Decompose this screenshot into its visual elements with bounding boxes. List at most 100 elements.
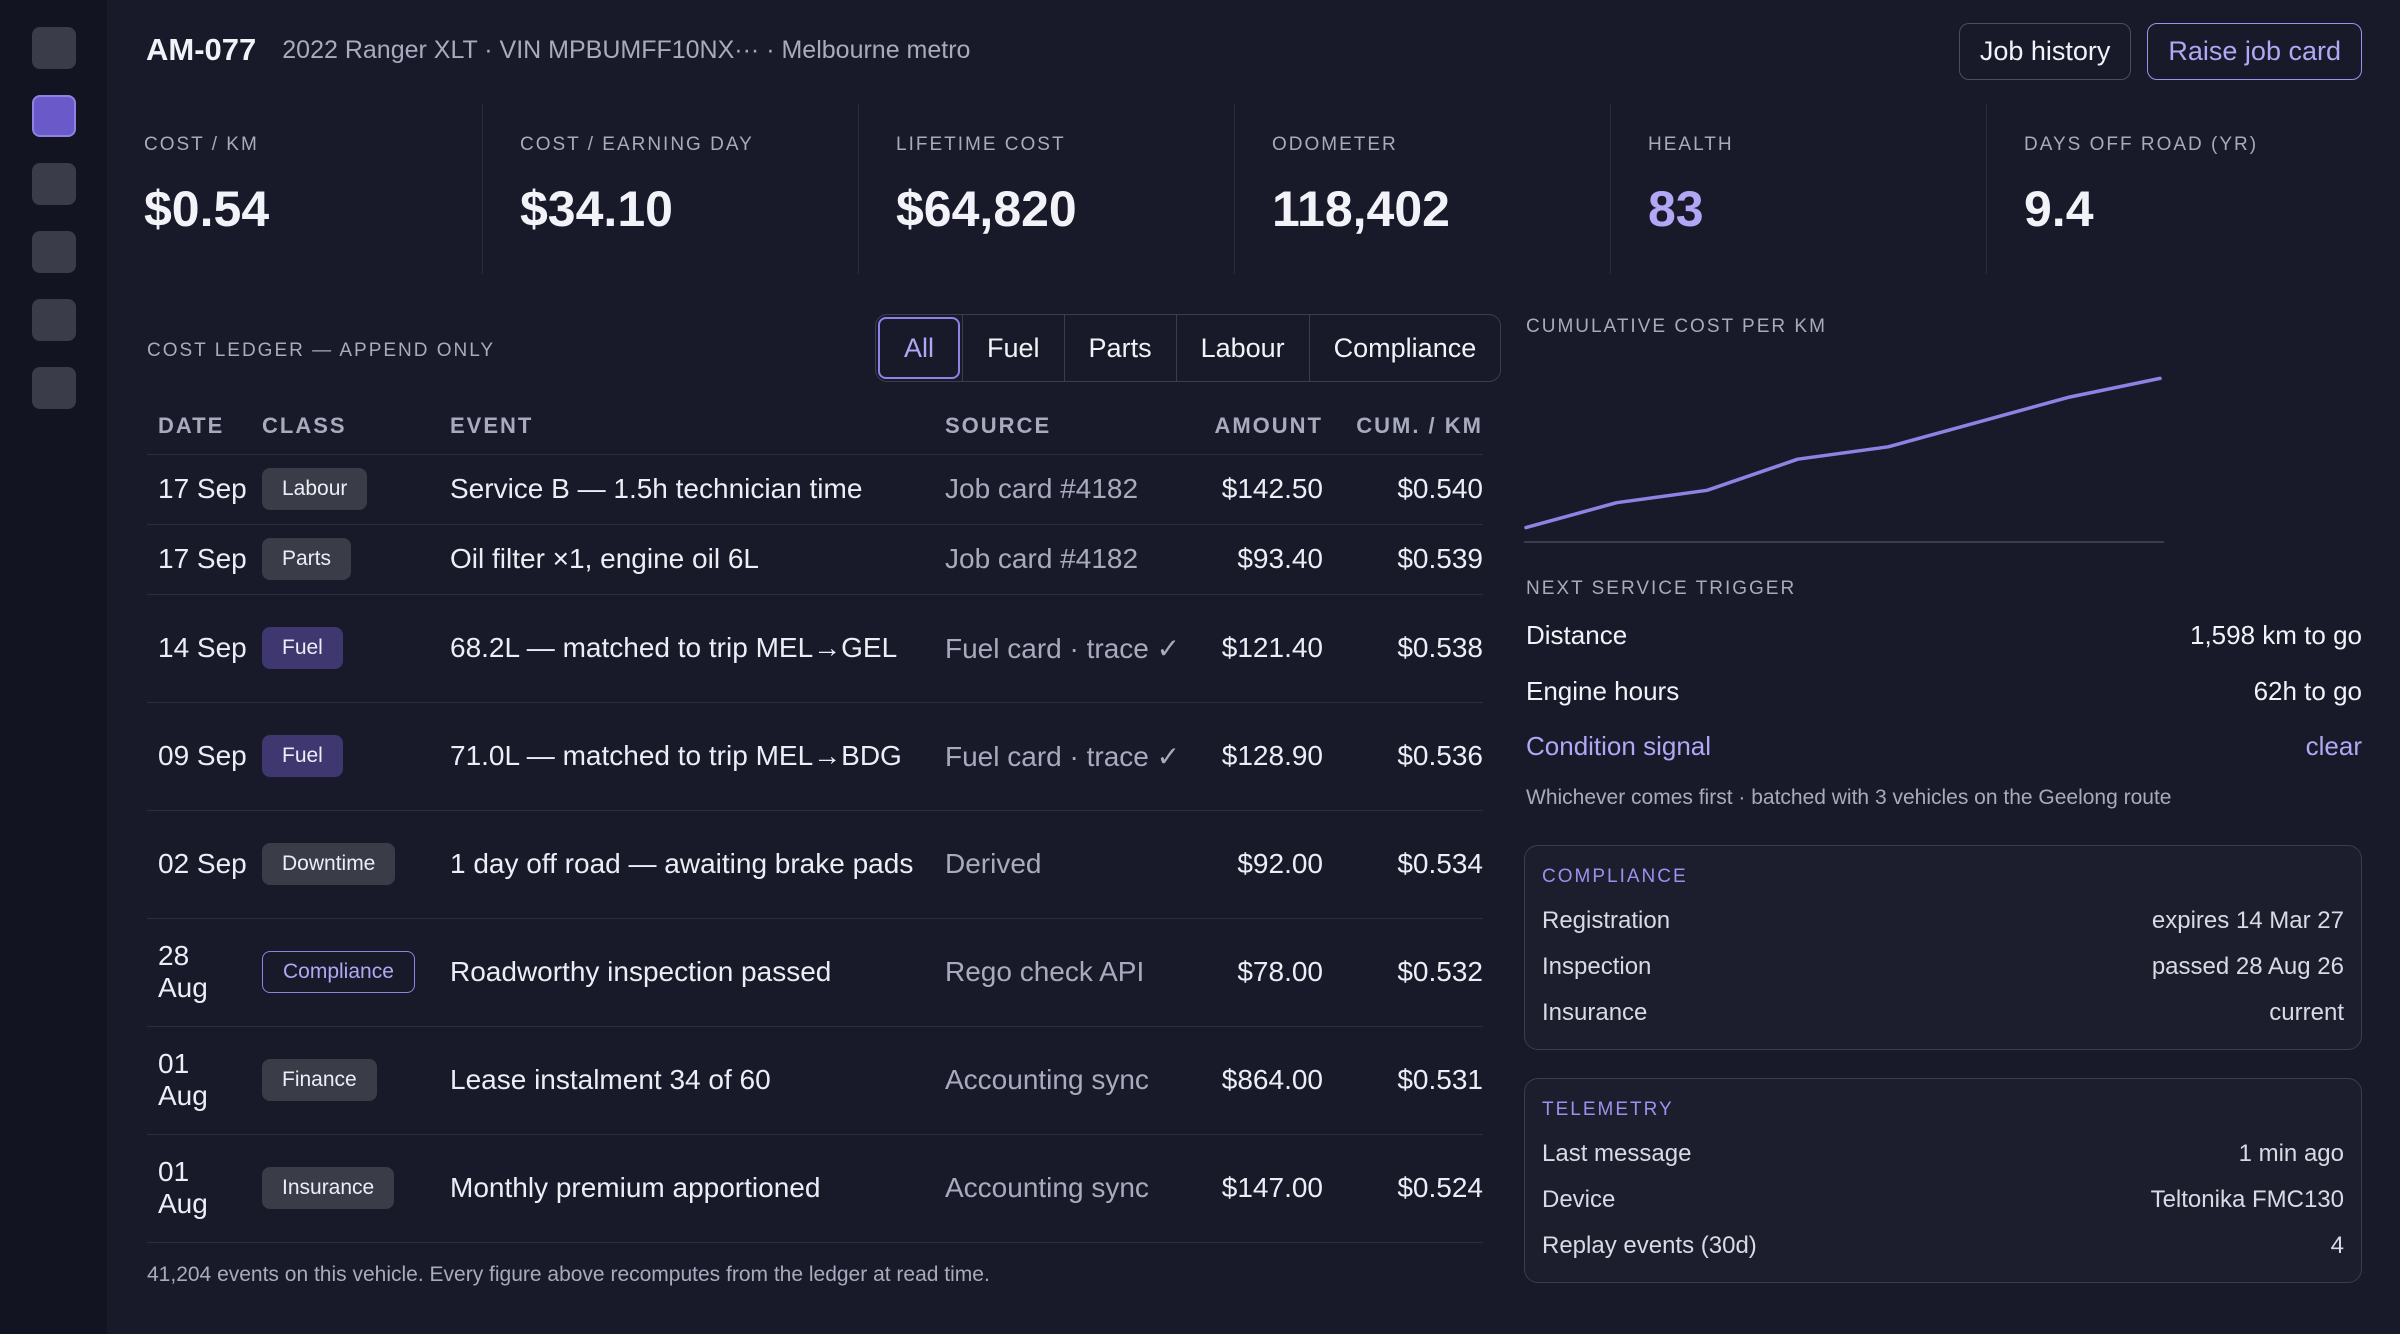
cell-date: 09 Sep — [147, 702, 262, 811]
sidebar — [0, 0, 107, 1334]
job-history-button[interactable]: Job history — [1958, 23, 2132, 80]
sidebar-item-1[interactable] — [32, 27, 76, 69]
kpi-odometer: ODOMETER 118,402 — [1234, 104, 1610, 274]
kv-value: expires 14 Mar 27 — [2151, 907, 2344, 934]
kpi-value: $64,820 — [896, 181, 1077, 237]
column-header-event: EVENT — [450, 398, 945, 455]
cell-cum-per-km: $0.534 — [1345, 810, 1483, 919]
sidebar-item-6[interactable] — [32, 367, 76, 409]
table-row[interactable]: 09 Sep Fuel 71.0L — matched to trip MEL→… — [147, 702, 1483, 811]
telemetry-card: TELEMETRY Last message 1 min ago Device … — [1524, 1078, 2362, 1283]
column-header-date: DATE — [147, 398, 262, 455]
column-header-cum-per-km: CUM. / KM — [1345, 398, 1483, 455]
column-header-amount: AMOUNT — [1200, 398, 1345, 455]
cell-source: Fuel card · trace ✓ — [945, 594, 1200, 703]
sidebar-item-2[interactable] — [32, 95, 76, 137]
class-badge: Parts — [262, 538, 352, 580]
cell-cum-per-km: $0.540 — [1345, 454, 1483, 525]
cell-cum-per-km: $0.539 — [1345, 524, 1483, 595]
table-row[interactable]: 17 Sep Labour Service B — 1.5h technicia… — [147, 454, 1483, 525]
cell-date: 17 Sep — [147, 454, 262, 525]
cost-ledger-table: DATE CLASS EVENT SOURCE AMOUNT CUM. / KM… — [147, 398, 1483, 1243]
table-header-row: DATE CLASS EVENT SOURCE AMOUNT CUM. / KM — [147, 398, 1483, 455]
cell-event: 71.0L — matched to trip MEL→BDG — [450, 702, 945, 811]
kv-key: Distance — [1526, 620, 1628, 650]
cell-cum-per-km: $0.524 — [1345, 1134, 1483, 1243]
compliance-card: COMPLIANCE Registration expires 14 Mar 2… — [1524, 845, 2362, 1050]
filter-tab-fuel[interactable]: Fuel — [962, 315, 1064, 381]
table-row[interactable]: 17 Sep Parts Oil filter ×1, engine oil 6… — [147, 524, 1483, 595]
kpi-label: HEALTH — [1648, 134, 1734, 155]
compliance-row: Insurance current — [1542, 990, 2344, 1036]
kv-key: Replay events (30d) — [1542, 1232, 1757, 1259]
sidebar-item-4[interactable] — [32, 231, 76, 273]
cell-source: Job card #4182 — [945, 524, 1200, 595]
cumulative-cost-chart — [1524, 376, 2164, 543]
cell-amount: $147.00 — [1200, 1134, 1345, 1243]
filter-tab-all[interactable]: All — [878, 317, 961, 379]
cell-event: Roadworthy inspection passed — [450, 918, 945, 1027]
kpi-label: COST / EARNING DAY — [520, 134, 754, 155]
kpi-label: COST / KM — [144, 134, 259, 155]
cell-date: 01 Aug — [147, 1026, 262, 1135]
column-header-class: CLASS — [262, 398, 450, 455]
kpi-label: ODOMETER — [1272, 134, 1398, 155]
filter-tab-compliance[interactable]: Compliance — [1308, 315, 1501, 381]
ledger-footer-note: 41,204 events on this vehicle. Every fig… — [147, 1263, 990, 1286]
cell-cum-per-km: $0.532 — [1345, 918, 1483, 1027]
cell-amount: $93.40 — [1200, 524, 1345, 595]
class-badge: Labour — [262, 468, 368, 510]
cell-event: Monthly premium apportioned — [450, 1134, 945, 1243]
kpi-label: DAYS OFF ROAD (YR) — [2024, 134, 2259, 155]
cell-cum-per-km: $0.536 — [1345, 702, 1483, 811]
cell-event: 1 day off road — awaiting brake pads — [450, 810, 945, 919]
telemetry-row: Device Teltonika FMC130 — [1542, 1177, 2344, 1223]
table-row[interactable]: 14 Sep Fuel 68.2L — matched to trip MEL→… — [147, 594, 1483, 703]
cell-event: Service B — 1.5h technician time — [450, 454, 945, 525]
kpi-cost-per-earning-day: COST / EARNING DAY $34.10 — [482, 104, 858, 274]
kv-key: Inspection — [1542, 953, 1652, 980]
cell-event: Lease instalment 34 of 60 — [450, 1026, 945, 1135]
cell-amount: $78.00 — [1200, 918, 1345, 1027]
filter-tab-parts[interactable]: Parts — [1063, 315, 1176, 381]
cell-event: 68.2L — matched to trip MEL→GEL — [450, 594, 945, 703]
kpi-value: $0.54 — [144, 181, 270, 237]
kpi-health: HEALTH 83 — [1610, 104, 1986, 274]
table-row[interactable]: 01 Aug Insurance Monthly premium apporti… — [147, 1134, 1483, 1243]
kv-value: current — [2269, 999, 2344, 1026]
vehicle-subtitle: 2022 Ranger XLT · VIN MPBUMFF10NX··· · M… — [282, 35, 971, 64]
kpi-cost-per-km: COST / KM $0.54 — [107, 104, 482, 274]
filter-tab-labour[interactable]: Labour — [1175, 315, 1309, 381]
cell-date: 14 Sep — [147, 594, 262, 703]
cell-amount: $142.50 — [1200, 454, 1345, 525]
class-badge: Compliance — [262, 951, 415, 993]
next-service-title: NEXT SERVICE TRIGGER — [1526, 578, 1797, 599]
compliance-row: Inspection passed 28 Aug 26 — [1542, 944, 2344, 990]
kv-key: Engine hours — [1526, 676, 1680, 706]
next-service-condition-signal[interactable]: Condition signal clear — [1526, 731, 2362, 762]
class-badge: Finance — [262, 1059, 377, 1101]
sidebar-item-5[interactable] — [32, 299, 76, 341]
kv-value: 1,598 km to go — [2190, 620, 2362, 650]
kpi-value: 118,402 — [1272, 181, 1450, 237]
kv-value: 4 — [2330, 1232, 2344, 1259]
kpi-label: LIFETIME COST — [896, 134, 1066, 155]
kv-value[interactable]: clear — [2305, 731, 2362, 761]
next-service-distance: Distance 1,598 km to go — [1526, 620, 2362, 651]
kv-key: Registration — [1542, 907, 1671, 934]
ledger-filter-tabs: All Fuel Parts Labour Compliance — [875, 314, 1502, 382]
kpi-days-off-road: DAYS OFF ROAD (YR) 9.4 — [1986, 104, 2362, 274]
kv-key[interactable]: Condition signal — [1526, 731, 1712, 761]
table-row[interactable]: 28 Aug Compliance Roadworthy inspection … — [147, 918, 1483, 1027]
card-title: COMPLIANCE — [1542, 866, 1688, 887]
kv-value: 62h to go — [2253, 676, 2362, 706]
table-row[interactable]: 02 Sep Downtime 1 day off road — awaitin… — [147, 810, 1483, 919]
class-badge: Fuel — [262, 627, 343, 669]
kpi-value: 9.4 — [2024, 181, 2094, 237]
table-row[interactable]: 01 Aug Finance Lease instalment 34 of 60… — [147, 1026, 1483, 1135]
cell-cum-per-km: $0.538 — [1345, 594, 1483, 703]
sidebar-item-3[interactable] — [32, 163, 76, 205]
header-actions: Job history Raise job card — [1958, 23, 2362, 80]
raise-job-card-button[interactable]: Raise job card — [2147, 23, 2362, 80]
telemetry-row: Replay events (30d) 4 — [1542, 1223, 2344, 1269]
